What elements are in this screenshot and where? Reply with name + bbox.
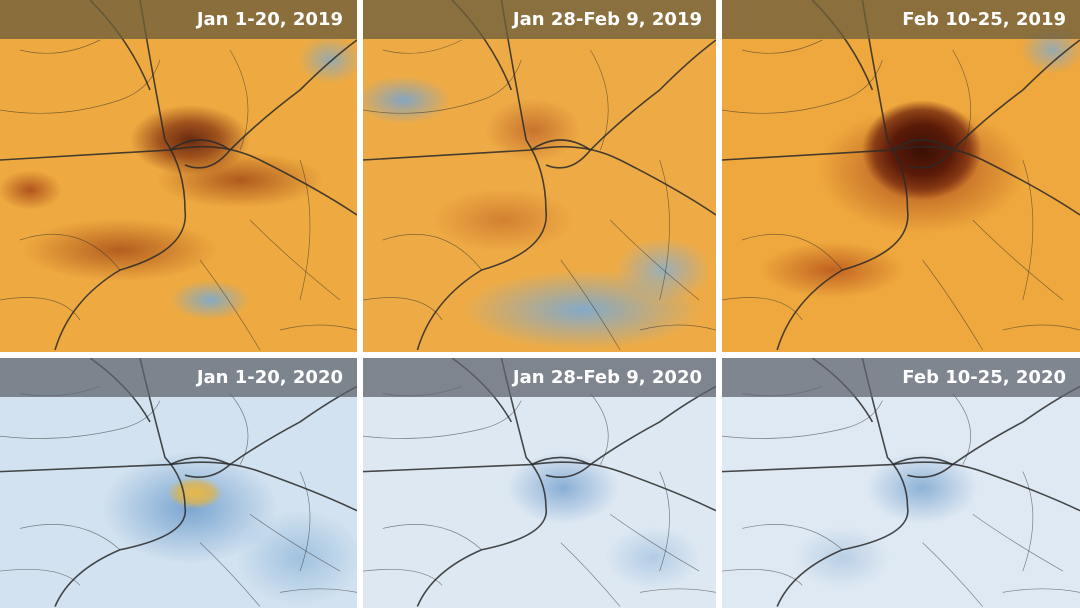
road-line (973, 514, 1063, 571)
highway-line (363, 462, 716, 511)
map-panel-jan-1-20-2019: Jan 1-20, 2019 (0, 0, 357, 352)
road-line (363, 569, 442, 585)
map-panel-jan-28-feb-9-2019: Jan 28-Feb 9, 2019 (363, 0, 716, 352)
highway-line (892, 140, 952, 168)
highway-line (230, 386, 357, 464)
road-line (20, 524, 120, 549)
highway-line (230, 40, 357, 150)
road-line (280, 325, 357, 330)
road-line (300, 160, 310, 300)
road-line (230, 394, 248, 465)
highway-line (55, 0, 185, 350)
road-line (722, 60, 882, 113)
road-line (20, 234, 120, 270)
highway-line (722, 147, 1080, 215)
road-line (722, 401, 882, 439)
road-line (590, 394, 608, 465)
map-image (722, 358, 1080, 608)
panel-label: Feb 10-25, 2019 (722, 0, 1080, 39)
road-line (610, 220, 699, 300)
road-line (742, 234, 842, 270)
road-line (610, 514, 699, 571)
highway-line (55, 358, 185, 607)
panel-label: Jan 28-Feb 9, 2019 (363, 0, 716, 39)
road-line (0, 401, 160, 439)
road-line (1023, 472, 1033, 571)
map-image (0, 358, 357, 608)
road-line (20, 40, 100, 53)
highway-line (531, 140, 590, 168)
panel-label: Jan 28-Feb 9, 2020 (363, 358, 716, 397)
road-line (923, 543, 983, 607)
road-line (953, 394, 971, 465)
highway-line (777, 0, 908, 350)
panel-label: Jan 1-20, 2020 (0, 358, 357, 397)
highway-line (170, 457, 230, 477)
road-line (722, 569, 802, 585)
highway-line (953, 40, 1080, 150)
roads-overlay (363, 0, 716, 352)
highway-line (170, 140, 230, 168)
road-line (363, 298, 442, 321)
map-panel-feb-10-25-2019: Feb 10-25, 2019 (722, 0, 1080, 352)
map-image (0, 0, 357, 352)
highway-line (0, 462, 357, 511)
highway-line (531, 457, 590, 477)
road-line (742, 524, 842, 549)
road-line (923, 260, 983, 350)
map-panel-feb-10-25-2020: Feb 10-25, 2020 (722, 358, 1080, 608)
road-line (200, 543, 260, 607)
map-image (722, 0, 1080, 352)
road-line (1003, 589, 1080, 593)
road-line (0, 60, 160, 113)
map-panel-jan-28-feb-9-2020: Jan 28-Feb 9, 2020 (363, 358, 716, 608)
highway-line (0, 147, 357, 215)
highway-line (590, 386, 716, 464)
road-line (230, 50, 248, 150)
road-line (660, 160, 670, 300)
road-line (250, 220, 340, 300)
road-line (1003, 325, 1080, 330)
road-line (561, 543, 620, 607)
highway-line (590, 40, 716, 150)
roads-overlay (0, 0, 357, 352)
road-line (363, 401, 521, 439)
highway-line (722, 462, 1080, 511)
road-line (973, 220, 1063, 300)
road-line (742, 40, 822, 53)
road-line (640, 589, 716, 593)
road-line (0, 569, 80, 585)
highway-line (777, 358, 908, 607)
road-line (363, 60, 521, 113)
highway-line (892, 457, 952, 477)
map-image (363, 358, 716, 608)
highway-line (953, 386, 1080, 464)
map-image (363, 0, 716, 352)
road-line (1023, 160, 1033, 300)
road-line (561, 260, 620, 350)
road-line (722, 298, 802, 321)
road-line (383, 40, 462, 53)
panel-label: Jan 1-20, 2019 (0, 0, 357, 39)
road-line (0, 298, 80, 321)
road-line (590, 50, 608, 150)
road-line (280, 589, 357, 593)
road-line (383, 234, 482, 270)
road-line (640, 325, 716, 330)
map-panel-jan-1-20-2020: Jan 1-20, 2020 (0, 358, 357, 608)
road-line (383, 524, 482, 549)
road-line (300, 472, 310, 571)
road-line (200, 260, 260, 350)
panel-label: Feb 10-25, 2020 (722, 358, 1080, 397)
highway-line (363, 147, 716, 215)
road-line (250, 514, 340, 571)
roads-overlay (0, 358, 357, 608)
road-line (660, 472, 670, 571)
road-line (953, 50, 971, 150)
roads-overlay (722, 0, 1080, 352)
highway-line (417, 0, 546, 350)
highway-line (417, 358, 546, 607)
